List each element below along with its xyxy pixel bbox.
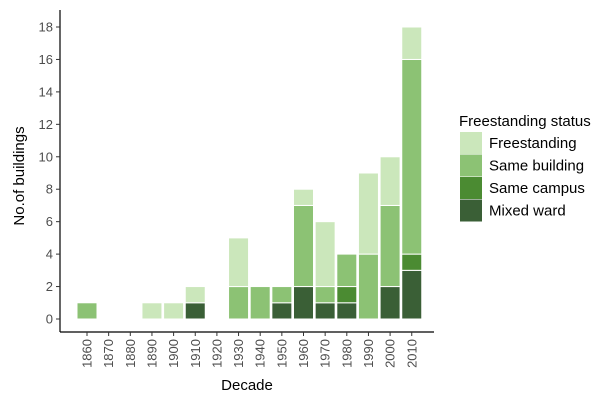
bar-2010-mixed-ward [401, 269, 423, 320]
legend-swatch-same-campus [460, 177, 482, 199]
legend: Freestanding status Freestanding Same bui… [459, 113, 591, 222]
y-tick-label: 18 [39, 20, 53, 35]
x-tick-label: 1950 [274, 339, 289, 368]
bar-1970-mixed-ward [314, 302, 336, 320]
x-axis: 1860 1870 1880 1890 1900 1910 1920 1930 1940 1950… [60, 331, 434, 368]
x-axis-title: Decade [221, 377, 273, 394]
bar-1960-same-building [293, 204, 314, 288]
bar-1950-same-building [271, 286, 293, 304]
bar-1930-freestanding [228, 237, 250, 288]
y-tick-label: 8 [46, 182, 53, 197]
x-tick-label: 1940 [253, 339, 268, 368]
x-tick-label: 1980 [339, 339, 354, 368]
legend-label-same-building: Same building [489, 158, 584, 175]
bar-1940-same-building [249, 286, 271, 320]
bars-layer [76, 26, 423, 320]
bar-1970-freestanding [314, 221, 336, 288]
x-tick-label: 1860 [80, 339, 95, 368]
bar-2000-freestanding [379, 156, 401, 206]
legend-label-same-campus: Same campus [489, 180, 585, 197]
y-tick-label: 2 [46, 279, 53, 294]
y-tick-label: 6 [46, 214, 53, 229]
bar-1980-same-campus [336, 286, 358, 304]
x-tick-label: 2010 [404, 339, 419, 368]
bar-1960-mixed-ward [293, 286, 314, 320]
legend-swatch-mixed-ward [460, 199, 482, 222]
bar-1970-same-building [314, 286, 336, 304]
bar-1980-mixed-ward [336, 302, 358, 320]
x-tick-label: 1900 [166, 339, 181, 368]
x-tick-label: 1920 [209, 339, 224, 368]
bar-2000-mixed-ward [379, 286, 401, 320]
legend-title: Freestanding status [459, 113, 591, 130]
bar-2000-same-building [379, 204, 401, 288]
bar-1860-same-building [76, 302, 98, 320]
bar-1990-freestanding [357, 172, 379, 255]
bar-1910-freestanding [184, 286, 206, 304]
y-tick-label: 12 [39, 117, 53, 132]
bar-1890-freestanding [141, 302, 163, 320]
bar-2010-same-building [401, 58, 423, 255]
legend-label-mixed-ward: Mixed ward [489, 203, 566, 220]
x-tick-label: 1930 [231, 339, 246, 368]
y-axis: 0 2 4 6 8 10 12 14 16 18 [39, 10, 61, 332]
bar-2010-same-campus [401, 253, 423, 271]
bar-1950-mixed-ward [271, 302, 293, 320]
bar-2010-freestanding [401, 26, 423, 60]
x-tick-label: 1890 [144, 339, 159, 368]
bar-1990-same-building [357, 253, 379, 320]
y-axis-title: No.of buildings [11, 126, 28, 225]
bar-1930-same-building [228, 286, 250, 320]
y-tick-label: 16 [39, 52, 53, 67]
x-tick-label: 2000 [383, 339, 398, 368]
x-tick-label: 1870 [101, 339, 116, 368]
x-tick-label: 1970 [318, 339, 333, 368]
x-tick-label: 1990 [361, 339, 376, 368]
bar-1960-freestanding [293, 188, 314, 206]
y-tick-label: 14 [39, 84, 53, 99]
y-tick-label: 0 [46, 312, 53, 327]
bar-1910-mixed-ward [184, 302, 206, 320]
bar-1900-freestanding [163, 302, 185, 320]
x-tick-label: 1910 [188, 339, 203, 368]
y-tick-label: 4 [46, 247, 53, 262]
bar-1980-same-building [336, 253, 358, 288]
legend-swatch-same-building [460, 154, 482, 177]
legend-label-freestanding: Freestanding [489, 135, 577, 152]
x-tick-label: 1880 [123, 339, 138, 368]
y-tick-label: 10 [39, 149, 53, 164]
x-tick-label: 1960 [296, 339, 311, 368]
legend-swatch-freestanding [460, 132, 482, 154]
